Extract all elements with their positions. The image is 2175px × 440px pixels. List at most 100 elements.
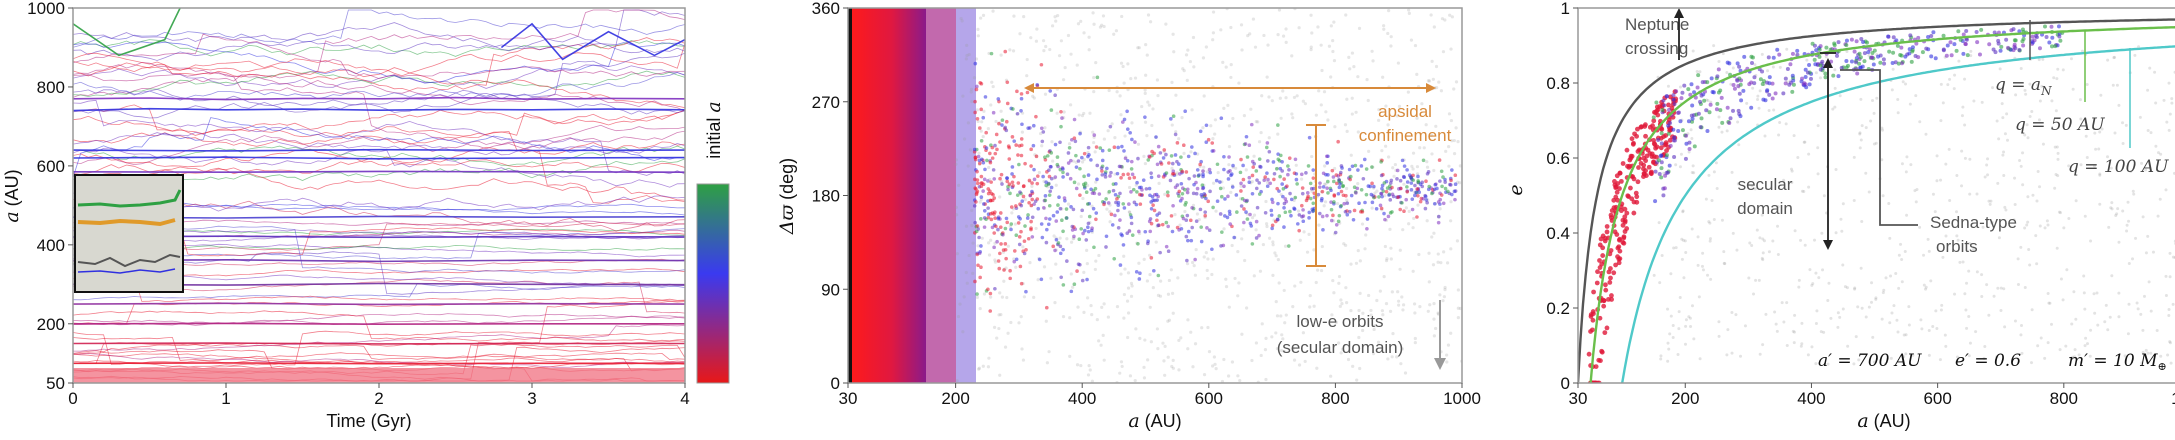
right-gray-point: [1689, 128, 1693, 132]
middle-gray-point: [1045, 361, 1049, 365]
middle-colored-point: [1360, 210, 1365, 214]
middle-gray-point: [998, 195, 1002, 199]
middle-gray-point: [1376, 340, 1381, 344]
right-colored-point: [2005, 45, 2010, 50]
right-gray-point: [1800, 321, 1804, 325]
right-gray-point: [1790, 181, 1794, 185]
right-gray-point: [1696, 263, 1700, 267]
middle-gray-point: [1009, 320, 1013, 325]
middle-colored-point: [1039, 126, 1044, 131]
middle-gray-point: [1214, 367, 1218, 371]
middle-gray-point: [1295, 94, 1299, 98]
middle-colored-point: [1004, 256, 1008, 261]
middle-colored-point: [1000, 118, 1005, 122]
right-gray-point: [1717, 60, 1721, 64]
middle-gray-point: [1239, 23, 1244, 27]
left-series-line: [73, 302, 685, 306]
right-colored-point: [1881, 57, 1886, 62]
middle-gray-point: [1358, 366, 1362, 371]
right-colored-point: [1795, 48, 1800, 53]
middle-gray-point: [1307, 232, 1311, 236]
right-colored-point: [1891, 50, 1896, 55]
middle-colored-point: [1293, 157, 1298, 162]
right-gray-point: [1800, 342, 1804, 346]
middle-colored-point: [1024, 289, 1028, 294]
right-gray-point: [1831, 107, 1835, 111]
right-colored-point: [1736, 84, 1741, 89]
q-100-label: q = 100 AU: [2068, 157, 2169, 177]
middle-gray-point: [1222, 106, 1226, 110]
middle-blue-band: [956, 8, 976, 383]
middle-colored-point: [1072, 234, 1076, 239]
middle-colored-point: [1199, 225, 1203, 229]
middle-gray-point: [1202, 94, 1206, 98]
middle-gray-point: [1329, 75, 1333, 79]
middle-gray-point: [1094, 180, 1098, 184]
middle-colored-point: [1311, 168, 1316, 172]
middle-colored-point: [1316, 192, 1321, 197]
right-gray-point: [1680, 257, 1684, 261]
left-bg-trace: [73, 283, 685, 301]
middle-colored-point: [1044, 180, 1048, 184]
middle-colored-point: [1040, 235, 1045, 240]
right-red-point: [1590, 327, 1595, 333]
middle-colored-point: [1387, 193, 1391, 197]
right-gray-point: [1731, 66, 1735, 70]
right-red-point: [1604, 325, 1610, 331]
middle-gray-point: [1142, 376, 1147, 380]
right-red-point: [1650, 123, 1655, 129]
middle-colored-point: [1056, 241, 1061, 245]
right-gray-point: [1883, 362, 1887, 366]
middle-colored-point: [1161, 156, 1166, 160]
right-gray-point: [1771, 239, 1775, 243]
middle-gray-point: [1385, 257, 1389, 261]
right-colored-point: [1839, 65, 1844, 70]
middle-gray-point: [1101, 333, 1105, 337]
right-colored-point: [1965, 53, 1970, 58]
right-gray-point: [1871, 98, 1875, 102]
right-x-label: a (AU): [1857, 410, 1910, 432]
right-gray-point: [2037, 118, 2041, 122]
middle-gray-point: [1281, 337, 1285, 341]
middle-colored-point: [1125, 158, 1130, 163]
middle-colored-point: [1326, 179, 1330, 184]
middle-colored-point: [1242, 184, 1246, 189]
right-gray-point: [1974, 330, 1978, 334]
middle-colored-point: [1030, 197, 1035, 202]
right-gray-point: [1792, 330, 1796, 334]
colorbar: [696, 183, 730, 384]
middle-colored-point: [1070, 224, 1075, 229]
middle-gray-point: [1254, 120, 1258, 124]
right-colored-point: [1716, 67, 1721, 72]
right-gray-point: [1763, 134, 1767, 138]
middle-colored-point: [1421, 196, 1425, 201]
middle-gray-point: [1366, 98, 1370, 103]
right-red-point: [1628, 185, 1633, 191]
middle-colored-point: [1372, 184, 1376, 189]
middle-gray-point: [1204, 251, 1208, 255]
right-gray-point: [2089, 328, 2093, 332]
right-gray-point: [2155, 329, 2159, 333]
middle-colored-point: [1098, 146, 1103, 150]
right-gray-point: [1767, 250, 1771, 254]
right-gray-point: [1968, 192, 1972, 196]
right-gray-point: [1698, 357, 1702, 361]
middle-gray-point: [994, 119, 998, 124]
right-colored-point: [1858, 55, 1863, 60]
middle-colored-point: [1080, 278, 1085, 283]
middle-colored-point: [992, 245, 996, 250]
middle-colored-point: [1185, 258, 1189, 263]
right-gray-point: [2168, 341, 2172, 345]
right-gray-point: [1987, 313, 1991, 317]
middle-gray-point: [1301, 331, 1306, 335]
middle-gray-point: [1256, 120, 1260, 124]
right-gray-point: [1991, 86, 1995, 90]
middle-gray-point: [1206, 325, 1210, 330]
apsidal-annotation: apsidal confinement: [1024, 83, 1452, 267]
middle-gray-point: [965, 281, 969, 285]
right-colored-point: [1661, 98, 1666, 103]
right-colored-point: [1790, 51, 1795, 56]
middle-gray-point: [1145, 279, 1149, 283]
middle-gray-point: [1323, 200, 1328, 204]
right-gray-point: [2104, 303, 2108, 307]
